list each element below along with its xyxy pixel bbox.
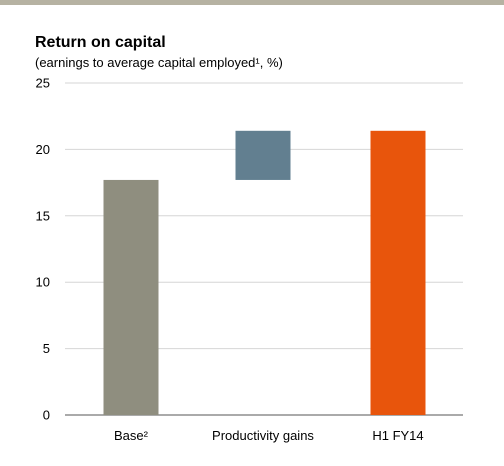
y-tick-label: 25 — [36, 76, 50, 91]
y-tick-label: 20 — [36, 142, 50, 157]
y-tick-label: 10 — [36, 275, 50, 290]
chart-title: Return on capital — [35, 34, 166, 51]
y-tick-label: 0 — [43, 408, 50, 423]
y-tick-label: 15 — [36, 208, 50, 223]
top-rule — [0, 0, 504, 5]
x-tick-label: Base² — [114, 428, 149, 443]
x-tick-label: Productivity gains — [212, 428, 314, 443]
bar — [235, 130, 291, 180]
bar — [103, 179, 159, 415]
x-tick-label: H1 FY14 — [372, 428, 423, 443]
bar — [370, 130, 426, 416]
chart-subtitle: (earnings to average capital employed¹, … — [35, 55, 283, 70]
y-tick-label: 5 — [43, 341, 50, 356]
